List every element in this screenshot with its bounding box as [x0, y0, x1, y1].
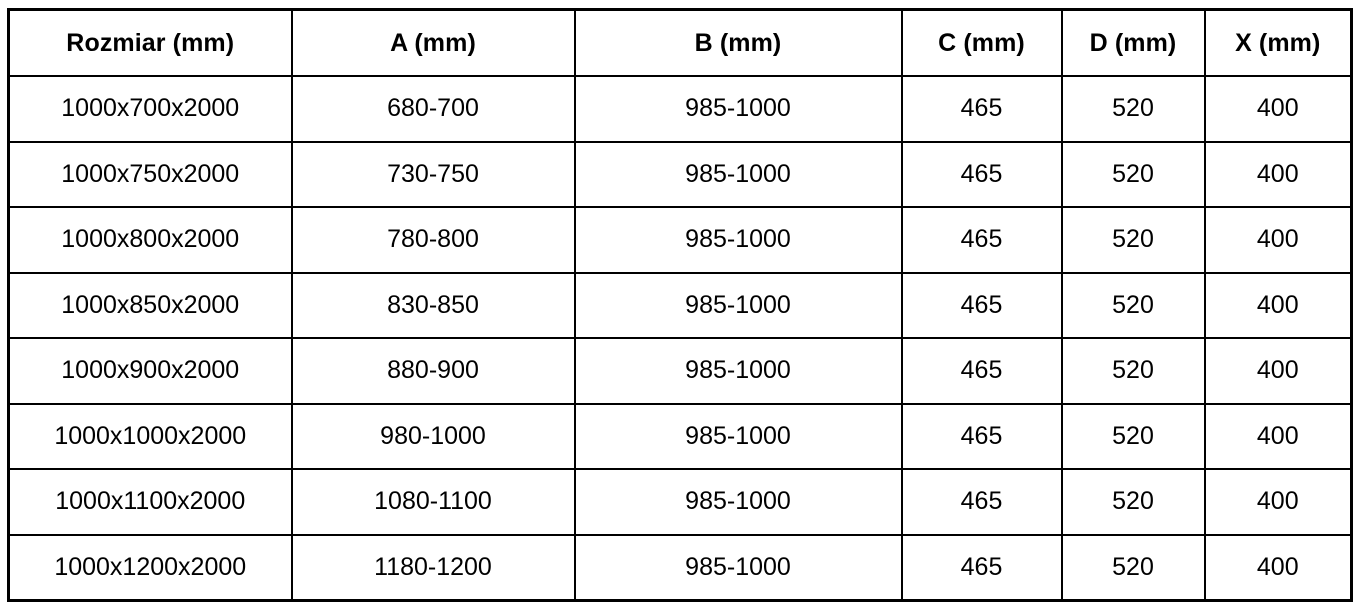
cell-b: 985-1000: [573, 271, 903, 339]
cell-c: 465: [900, 140, 1063, 208]
cell-x: 400: [1203, 533, 1353, 602]
cell-a: 730-750: [290, 140, 576, 208]
cell-a: 880-900: [290, 337, 576, 405]
cell-rozmiar: 1000x750x2000: [7, 140, 293, 208]
cell-c: 465: [900, 75, 1063, 143]
size-table-container: Rozmiar (mm) A (mm) B (mm) C (mm) D (mm)…: [7, 8, 1353, 602]
cell-c: 465: [900, 533, 1063, 602]
shower-enclosure-size-table: Rozmiar (mm) A (mm) B (mm) C (mm) D (mm)…: [7, 8, 1353, 602]
cell-x: 400: [1203, 337, 1353, 405]
cell-d: 520: [1060, 206, 1206, 274]
cell-x: 400: [1203, 75, 1353, 143]
table-row: 1000x900x2000 880-900 985-1000 465 520 400: [7, 337, 1353, 405]
cell-x: 400: [1203, 206, 1353, 274]
cell-d: 520: [1060, 140, 1206, 208]
cell-c: 465: [900, 206, 1063, 274]
table-row: 1000x700x2000 680-700 985-1000 465 520 400: [7, 75, 1353, 143]
cell-rozmiar: 1000x900x2000: [7, 337, 293, 405]
cell-a: 1180-1200: [290, 533, 576, 602]
cell-a: 780-800: [290, 206, 576, 274]
cell-b: 985-1000: [573, 468, 903, 536]
column-header-d: D (mm): [1060, 8, 1206, 77]
cell-rozmiar: 1000x1100x2000: [7, 468, 293, 536]
column-header-c: C (mm): [900, 8, 1063, 77]
cell-b: 985-1000: [573, 75, 903, 143]
table-row: 1000x800x2000 780-800 985-1000 465 520 400: [7, 206, 1353, 274]
cell-a: 680-700: [290, 75, 576, 143]
table-row: 1000x1100x2000 1080-1100 985-1000 465 520 400: [7, 468, 1353, 536]
table-body: 1000x700x2000 680-700 985-1000 465 520 400 100…: [7, 75, 1353, 602]
cell-rozmiar: 1000x800x2000: [7, 206, 293, 274]
cell-b: 985-1000: [573, 533, 903, 602]
cell-x: 400: [1203, 271, 1353, 339]
column-header-b: B (mm): [573, 8, 903, 77]
column-header-rozmiar: Rozmiar (mm): [7, 8, 293, 77]
cell-b: 985-1000: [573, 140, 903, 208]
cell-d: 520: [1060, 468, 1206, 536]
cell-b: 985-1000: [573, 206, 903, 274]
cell-c: 465: [900, 337, 1063, 405]
table-row: 1000x1000x2000 980-1000 985-1000 465 520 400: [7, 402, 1353, 470]
column-header-x: X (mm): [1203, 8, 1353, 77]
cell-rozmiar: 1000x850x2000: [7, 271, 293, 339]
cell-d: 520: [1060, 402, 1206, 470]
cell-rozmiar: 1000x1200x2000: [7, 533, 293, 602]
cell-a: 830-850: [290, 271, 576, 339]
table-row: 1000x1200x2000 1180-1200 985-1000 465 520 400: [7, 533, 1353, 602]
cell-c: 465: [900, 271, 1063, 339]
cell-rozmiar: 1000x1000x2000: [7, 402, 293, 470]
cell-x: 400: [1203, 140, 1353, 208]
cell-a: 980-1000: [290, 402, 576, 470]
table-row: 1000x750x2000 730-750 985-1000 465 520 400: [7, 140, 1353, 208]
cell-x: 400: [1203, 402, 1353, 470]
cell-c: 465: [900, 402, 1063, 470]
header-row: Rozmiar (mm) A (mm) B (mm) C (mm) D (mm)…: [7, 8, 1353, 77]
cell-rozmiar: 1000x700x2000: [7, 75, 293, 143]
cell-c: 465: [900, 468, 1063, 536]
cell-d: 520: [1060, 533, 1206, 602]
cell-b: 985-1000: [573, 402, 903, 470]
column-header-a: A (mm): [290, 8, 576, 77]
cell-d: 520: [1060, 337, 1206, 405]
table-header: Rozmiar (mm) A (mm) B (mm) C (mm) D (mm)…: [7, 8, 1353, 77]
cell-a: 1080-1100: [290, 468, 576, 536]
cell-x: 400: [1203, 468, 1353, 536]
cell-d: 520: [1060, 271, 1206, 339]
table-row: 1000x850x2000 830-850 985-1000 465 520 400: [7, 271, 1353, 339]
cell-d: 520: [1060, 75, 1206, 143]
cell-b: 985-1000: [573, 337, 903, 405]
